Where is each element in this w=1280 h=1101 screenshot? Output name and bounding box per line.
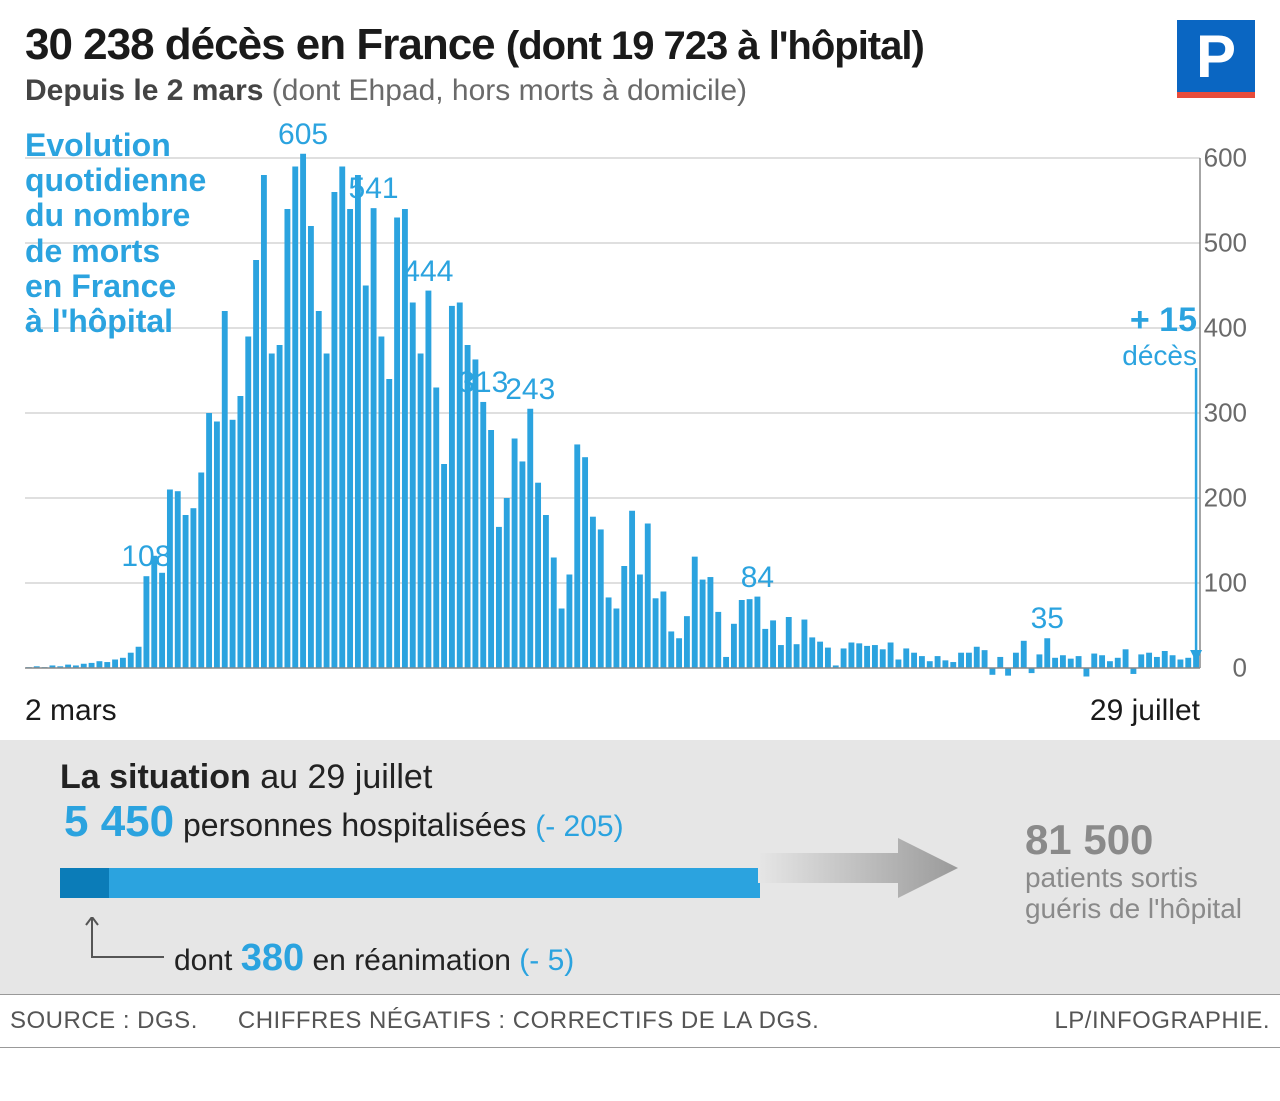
bar-annotation: 243 (505, 373, 555, 407)
hospitalized-delta: (- 205) (535, 810, 623, 843)
reanimation-value: 380 (241, 937, 304, 979)
footer-note: CHIFFRES NÉGATIFS : CORRECTIFS DE LA DGS… (238, 1007, 819, 1035)
subtitle-bold: Depuis le 2 mars (25, 74, 263, 107)
bar-annotation: 444 (403, 255, 453, 289)
subtitle-rest: (dont Ehpad, hors morts à domicile) (272, 74, 747, 107)
reanimation-prefix: dont (174, 944, 232, 977)
hospitalized-segment (109, 868, 760, 898)
reanimation-line: dont 380 en réanimation (- 5) (174, 917, 574, 980)
header: 30 238 décès en France (dont 19 723 à l'… (25, 20, 1255, 108)
callout-value: + 15 (1130, 301, 1197, 339)
chart-ylabel: Evolutionquotidiennedu nombrede mortsen … (25, 128, 255, 339)
logo-letter: P (1196, 22, 1236, 91)
ytick-label: 100 (1204, 568, 1247, 599)
footer-source: SOURCE : DGS. (10, 1007, 198, 1035)
title-bold: 30 238 décès en France (25, 20, 495, 69)
bar-annotation: 541 (349, 172, 399, 206)
ytick-label: 300 (1204, 398, 1247, 429)
bar-annotation: 108 (121, 540, 171, 574)
situation-title: La situation au 29 juillet (60, 758, 1250, 797)
hospitalized-text: personnes hospitalisées (183, 807, 526, 843)
ytick-label: 500 (1204, 228, 1247, 259)
ytick-label: 400 (1204, 313, 1247, 344)
hospitalized-value: 5 450 (64, 797, 174, 846)
x-axis-labels: 2 mars 29 juillet (25, 688, 1255, 740)
title-paren: (dont 19 723 à l'hôpital) (506, 24, 924, 68)
arrow-icon (758, 838, 958, 898)
callout-word: décès (1122, 340, 1197, 371)
ytick-label: 0 (1233, 653, 1247, 684)
situation-title-bold: La situation (60, 758, 251, 796)
connector-icon (74, 917, 164, 977)
deaths-bar-chart: Evolutionquotidiennedu nombrede mortsen … (25, 128, 1255, 688)
recovered-value: 81 500 (1025, 816, 1153, 863)
ytick-label: 200 (1204, 483, 1247, 514)
bar-annotation: 313 (458, 366, 508, 400)
x-end-label: 29 juillet (1090, 694, 1200, 728)
situation-title-rest: au 29 juillet (260, 758, 432, 796)
x-start-label: 2 mars (25, 694, 117, 728)
reanimation-text: en réanimation (312, 944, 510, 977)
footer-credit: LP/INFOGRAPHIE. (1054, 1007, 1270, 1035)
bar-annotation: 605 (278, 118, 328, 152)
recovered-text1: patients sortis (1025, 862, 1198, 893)
bar-annotation: 84 (741, 561, 774, 595)
reanimation-segment (60, 868, 109, 898)
recovered-text2: guéris de l'hôpital (1025, 893, 1242, 924)
footer: SOURCE : DGS. CHIFFRES NÉGATIFS : CORREC… (0, 994, 1280, 1048)
situation-panel: La situation au 29 juillet 5 450 personn… (0, 740, 1280, 994)
ytick-label: 600 (1204, 143, 1247, 174)
reanimation-delta: (- 5) (519, 944, 574, 977)
recovered-block: 81 500 patients sortis guéris de l'hôpit… (1025, 817, 1242, 925)
last-value-callout: + 15 décès (1122, 303, 1197, 371)
bar-annotation: 35 (1031, 602, 1064, 636)
publisher-logo: P (1177, 20, 1255, 98)
page-title: 30 238 décès en France (dont 19 723 à l'… (25, 20, 1162, 70)
hospitalized-bar: 81 500 patients sortis guéris de l'hôpit… (60, 853, 1250, 913)
subtitle: Depuis le 2 mars (dont Ehpad, hors morts… (25, 74, 1162, 108)
